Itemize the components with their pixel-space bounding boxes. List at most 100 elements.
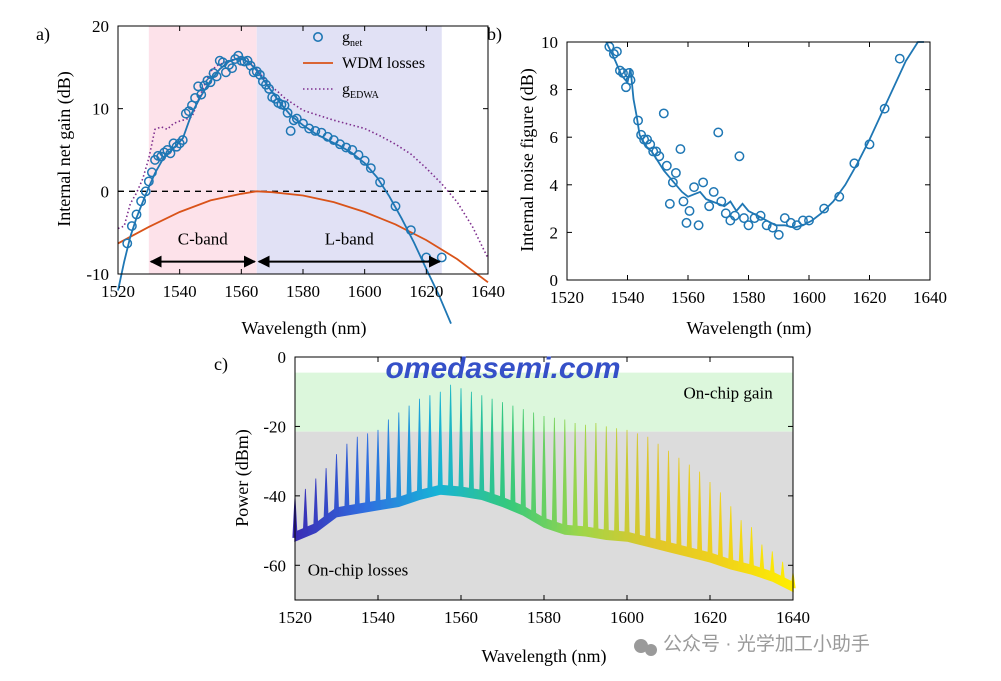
panel-a-y-ticks: -10 0 10 20 — [86, 17, 488, 284]
panel-a-label: a) — [36, 24, 50, 45]
legend-g-net-label: gnet — [342, 29, 362, 49]
noise-figure-point — [834, 191, 845, 202]
channel-peak — [520, 409, 526, 512]
noise-figure-point — [681, 217, 692, 228]
channel-peak — [593, 422, 599, 535]
b-y-tick-label: 6 — [550, 128, 559, 147]
noise-figure-point — [716, 196, 727, 207]
g-net-point — [193, 81, 204, 92]
c-x-tick-label: 1520 — [278, 608, 312, 627]
g-net-point — [365, 163, 376, 174]
b-y-tick-label: 8 — [550, 81, 559, 100]
channel-peak — [686, 464, 692, 554]
noise-figure-point — [798, 215, 808, 226]
wechat-credit-text: 公众号 · 光学加工小助手 — [663, 633, 870, 655]
channel-peak — [759, 544, 765, 575]
channel-peak — [333, 454, 340, 514]
a-y-tick-label: 20 — [92, 17, 109, 36]
noise-figure-point — [779, 213, 790, 224]
g-net-point — [310, 126, 321, 136]
a-y-tick-label: 10 — [92, 100, 109, 119]
noise-figure-point — [704, 201, 715, 212]
channel-peak — [634, 433, 641, 541]
b-y-tick-label: 4 — [550, 176, 559, 195]
panel-c-x-ticks: 1520 1540 1560 1580 1600 1620 1640 — [278, 357, 810, 627]
legend-g-edwa-label: gEDWA — [342, 81, 380, 101]
a-x-tick-label: 1540 — [163, 282, 197, 301]
noise-figure-point — [729, 210, 740, 221]
panel-c: c) On-chip gain On-chip losses 1520 1540 1… — [214, 348, 810, 667]
channel-peak — [447, 384, 454, 492]
b-x-tick-label: 1520 — [550, 288, 584, 307]
noise-figure-point — [670, 167, 681, 178]
channel-peak — [499, 402, 506, 504]
a-x-tick-label: 1620 — [409, 282, 443, 301]
panel-c-y-ticks: 0 -20 -40 -60 — [263, 348, 793, 575]
noise-figure-point — [804, 215, 814, 226]
on-chip-gain-label: On-chip gain — [683, 384, 773, 403]
g-net-point — [165, 148, 176, 159]
c-x-tick-label: 1640 — [776, 608, 810, 627]
noise-figure-markers — [604, 41, 905, 240]
noise-figure-point — [618, 67, 628, 78]
g-net-point — [208, 68, 219, 79]
g-net-point — [264, 83, 275, 94]
g-net-point — [136, 196, 147, 207]
channel-peak — [613, 428, 620, 537]
legend-g-net-sub: net — [350, 38, 362, 49]
noise-figure-point — [675, 144, 686, 155]
g-net-point — [242, 55, 253, 66]
a-x-tick-label: 1600 — [348, 282, 382, 301]
wechat-icon — [634, 639, 648, 653]
g-net-point — [126, 221, 137, 232]
panel-a-x-ticks: 1520 1540 1560 1580 1600 1620 1640 — [101, 26, 505, 301]
c-y-tick-label: -20 — [263, 417, 286, 436]
g-net-point — [282, 107, 293, 118]
noise-figure-point — [755, 210, 766, 221]
channel-peak — [354, 436, 360, 511]
panel-c-label: c) — [214, 354, 228, 375]
channel-peak — [396, 412, 402, 504]
on-chip-losses-label: On-chip losses — [308, 561, 409, 580]
a-x-tick-label: 1640 — [471, 282, 505, 301]
channel-peak — [562, 419, 568, 531]
noise-figure-point — [624, 67, 634, 78]
channel-peak — [313, 478, 319, 530]
c-x-tick-label: 1560 — [444, 608, 478, 627]
panel-b-x-ticks: 1520 1540 1560 1580 1600 1620 1640 — [550, 42, 947, 307]
c-y-tick-label: -60 — [263, 556, 286, 575]
g-net-point — [131, 209, 142, 220]
channel-peak — [541, 415, 547, 524]
noise-figure-fit-line — [605, 41, 924, 229]
channel-peak — [479, 395, 485, 497]
legend-g-edwa-sub: EDWA — [350, 90, 380, 101]
b-x-tick-label: 1540 — [611, 288, 645, 307]
g-net-point — [159, 147, 170, 158]
g-net-point — [177, 135, 188, 146]
g-net-point — [162, 145, 173, 155]
a-y-tick-label: 0 — [101, 182, 110, 201]
g-net-point — [233, 50, 244, 61]
noise-figure-point — [633, 115, 644, 126]
g-edwa-line — [117, 57, 489, 259]
c-x-tick-label: 1620 — [693, 608, 727, 627]
noise-figure-point — [684, 206, 695, 216]
b-x-tick-label: 1560 — [671, 288, 705, 307]
channel-peak — [344, 443, 350, 512]
g-net-point — [146, 167, 157, 178]
g-net-point — [168, 138, 179, 149]
noise-figure-point — [864, 139, 875, 150]
g-net-point — [341, 142, 352, 153]
noise-figure-point — [749, 213, 760, 224]
noise-figure-point — [879, 103, 890, 114]
g-net-point — [224, 59, 234, 70]
channel-peak — [738, 520, 744, 569]
noise-figure-point — [608, 48, 619, 59]
channel-peak — [717, 492, 724, 563]
noise-figure-point — [689, 182, 699, 193]
channel-peak — [769, 551, 775, 578]
c-x-tick-label: 1600 — [610, 608, 644, 627]
g-net-point — [405, 225, 416, 236]
g-net-markers — [122, 50, 447, 263]
panel-c-y-axis-label: Power (dBm) — [232, 429, 253, 527]
